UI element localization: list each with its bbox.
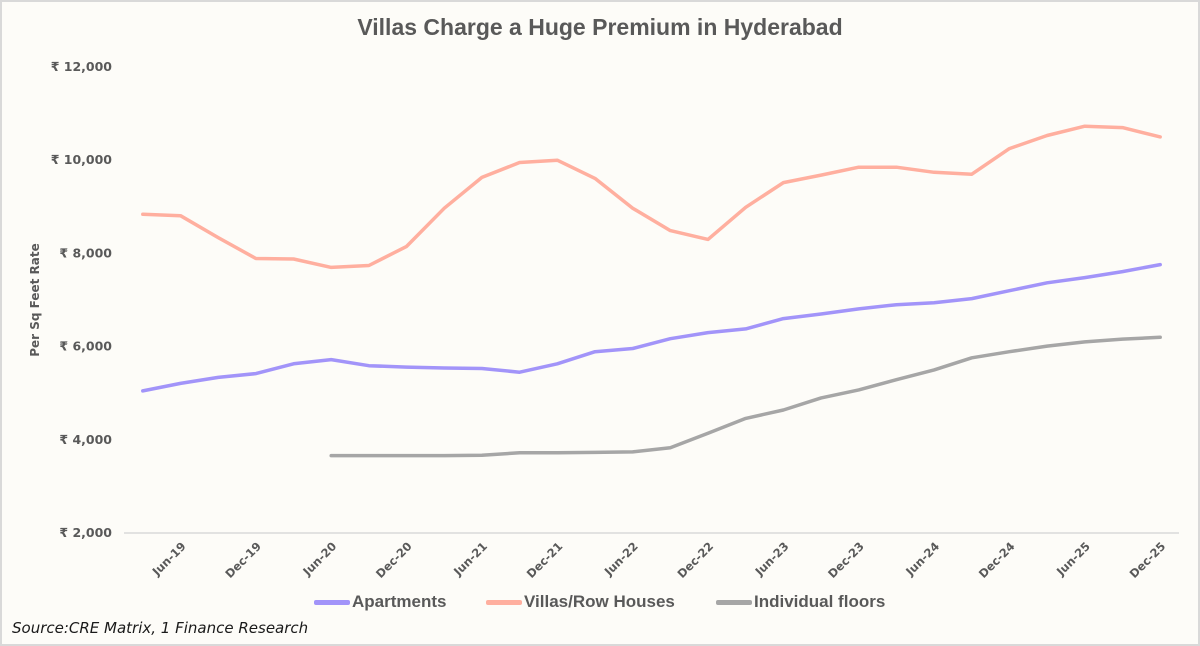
y-tick-label: ₹ 10,000: [51, 152, 113, 167]
legend-swatch-villas: [486, 599, 522, 605]
x-tick-label: Dec-24: [976, 539, 1018, 581]
x-axis-ticks: Jun-19 Dec-19 Jun-20 Dec-20 Jun-21 Dec-21 Jun-…: [149, 539, 1169, 581]
legend-label-apartments: Apartments: [352, 592, 447, 611]
chart-title: Villas Charge a Huge Premium in Hyderaba…: [357, 14, 843, 40]
series-line-individual-floors: [329, 335, 1162, 458]
legend-label-individual-floors: Individual floors: [754, 592, 886, 611]
x-tick-label: Jun-22: [601, 539, 641, 579]
x-tick-label: Dec-23: [825, 539, 867, 581]
x-tick-label: Dec-20: [373, 539, 415, 581]
x-tick-label: Dec-21: [524, 539, 566, 581]
legend-label-villas: Villas/Row Houses: [524, 592, 675, 611]
y-tick-label: ₹ 4,000: [59, 432, 112, 447]
source-note: Source:CRE Matrix, 1 Finance Research: [12, 619, 309, 637]
x-tick-label: Jun-25: [1053, 539, 1093, 579]
x-tick-label: Jun-19: [149, 539, 189, 579]
y-tick-label: ₹ 12,000: [51, 59, 113, 74]
x-tick-label: Jun-20: [299, 539, 339, 579]
x-tick-label: Jun-23: [752, 539, 792, 579]
y-tick-label: ₹ 8,000: [59, 245, 112, 260]
x-tick-label: Dec-25: [1127, 539, 1169, 581]
x-tick-label: Dec-19: [222, 539, 264, 581]
y-tick-label: ₹ 6,000: [59, 339, 112, 354]
legend-swatch-apartments: [314, 599, 350, 605]
y-tick-label: ₹ 2,000: [59, 525, 112, 540]
legend-swatch-individual-floors: [716, 599, 752, 605]
series-line-apartments: [141, 262, 1162, 393]
x-tick-label: Jun-24: [902, 539, 942, 579]
legend-item-villas[interactable]: Villas/Row Houses: [486, 592, 675, 612]
x-tick-label: Dec-22: [674, 539, 716, 581]
y-axis-ticks: ₹ 2,000 ₹ 4,000 ₹ 6,000 ₹ 8,000 ₹ 10,000 ₹ 12…: [51, 59, 113, 540]
legend: Apartments Villas/Row Houses Individual …: [0, 592, 1200, 614]
x-tick-label: Jun-21: [450, 539, 490, 579]
series-lines: [141, 124, 1162, 458]
legend-item-individual-floors[interactable]: Individual floors: [716, 592, 885, 612]
legend-item-apartments[interactable]: Apartments: [314, 592, 446, 612]
series-line-villas: [141, 124, 1162, 270]
